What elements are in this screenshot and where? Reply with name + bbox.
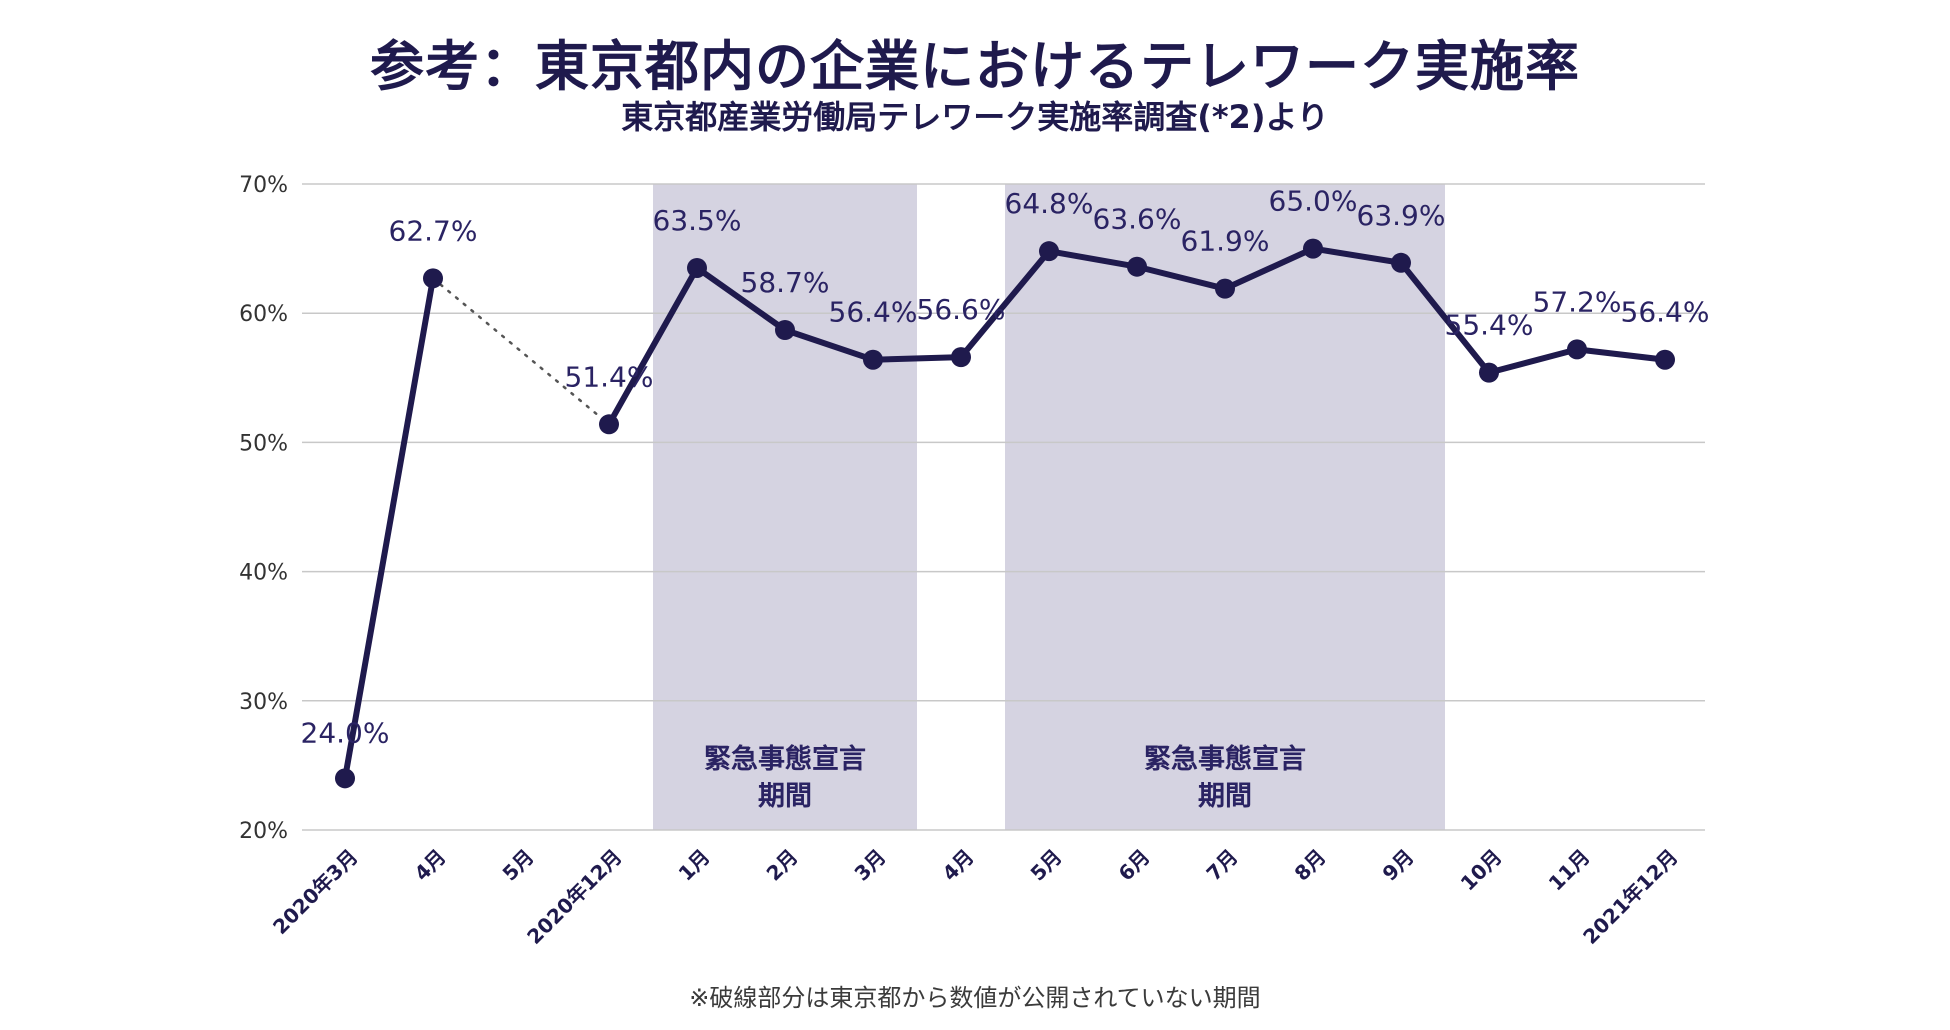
y-tick-label: 50% <box>239 431 288 456</box>
data-point <box>599 414 619 435</box>
shaded-period-label: 期間 <box>1198 781 1252 812</box>
y-tick-label: 30% <box>239 690 288 715</box>
y-axis-ticks: 20% 30% 40% 50% 60% 70% <box>239 173 288 844</box>
chart-title: 参考：東京都内の企業におけるテレワーク実施率 <box>370 35 1580 98</box>
gridlines <box>302 183 1705 831</box>
data-label: 55.4% <box>1445 309 1534 342</box>
x-tick-label: 2021年12月 <box>1578 845 1682 949</box>
data-label: 56.4% <box>829 296 918 329</box>
y-tick-label: 20% <box>239 819 288 844</box>
data-point <box>951 347 971 368</box>
x-tick-label: 8月 <box>1290 845 1331 886</box>
x-tick-label: 6月 <box>1114 845 1155 886</box>
data-point <box>1039 241 1059 262</box>
data-label: 62.7% <box>389 214 478 247</box>
shaded-period-label: 緊急事態宣言 <box>1144 743 1306 775</box>
data-label: 63.9% <box>1357 199 1446 232</box>
y-tick-label: 40% <box>239 561 288 586</box>
data-label: 51.4% <box>565 360 654 393</box>
x-tick-label: 2020年3月 <box>268 845 362 939</box>
data-point <box>687 257 707 278</box>
x-tick-label: 11月 <box>1544 845 1595 896</box>
data-point <box>1215 278 1235 299</box>
data-label: 61.9% <box>1181 225 1270 258</box>
data-label: 57.2% <box>1533 285 1622 318</box>
data-point <box>1303 238 1323 259</box>
data-label: 65.0% <box>1269 185 1358 218</box>
shaded-period-label: 期間 <box>758 781 812 812</box>
data-label: 56.6% <box>917 293 1006 326</box>
x-tick-label: 1月 <box>674 845 715 886</box>
x-tick-label: 4月 <box>410 845 451 886</box>
data-label: 63.6% <box>1093 203 1182 236</box>
shaded-period-label: 緊急事態宣言 <box>704 743 866 775</box>
dotted-gap-line <box>431 277 611 426</box>
data-point <box>863 349 883 370</box>
x-tick-label: 5月 <box>498 845 539 886</box>
data-point <box>1567 339 1587 360</box>
x-tick-label: 7月 <box>1202 845 1243 886</box>
series-line <box>342 275 436 782</box>
data-label: 58.7% <box>741 266 830 299</box>
x-tick-label: 3月 <box>850 845 891 886</box>
x-tick-label: 4月 <box>938 845 979 886</box>
data-points <box>335 238 1675 789</box>
y-tick-label: 60% <box>239 302 288 327</box>
data-point <box>335 768 355 789</box>
data-point <box>1655 349 1675 370</box>
data-label: 63.5% <box>653 204 742 237</box>
x-tick-label: 10月 <box>1456 845 1507 896</box>
chart-subtitle: 東京都産業労働局テレワーク実施率調査(*2)より <box>621 98 1329 136</box>
data-label: 24.0% <box>301 716 390 749</box>
data-point <box>1127 256 1147 277</box>
x-tick-label: 2020年12月 <box>522 845 626 949</box>
data-point <box>775 319 795 340</box>
data-labels: 24.0%62.7%51.4%63.5%58.7%56.4% 56.6%64.8%… <box>301 185 1710 750</box>
footnote: ※破線部分は東京都から数値が公開されていない期間 <box>689 984 1261 1012</box>
data-point <box>1479 362 1499 383</box>
data-point <box>1391 252 1411 273</box>
data-point <box>423 268 443 289</box>
shaded-period-1 <box>653 184 917 830</box>
x-tick-label: 9月 <box>1378 845 1419 886</box>
x-tick-label: 2月 <box>762 845 803 886</box>
data-label: 56.4% <box>1621 296 1710 329</box>
y-tick-label: 70% <box>239 173 288 198</box>
x-tick-label: 5月 <box>1026 845 1067 886</box>
data-label: 64.8% <box>1005 187 1094 220</box>
